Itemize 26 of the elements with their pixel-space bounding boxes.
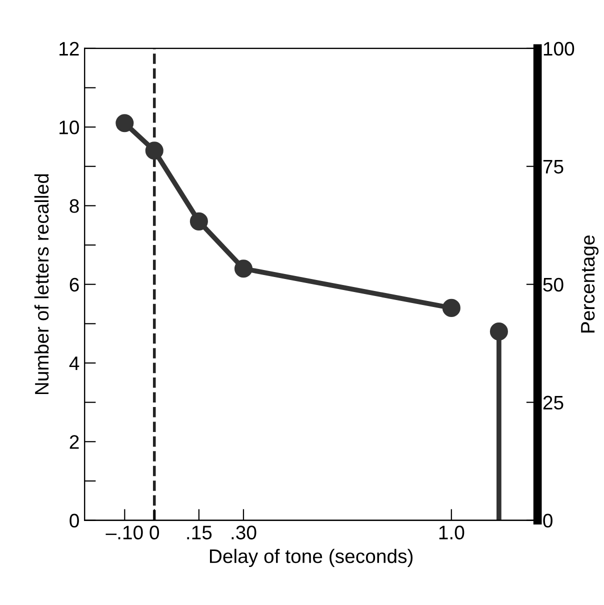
y2-tick-label: 0	[543, 514, 552, 528]
x-tick-label: .15	[187, 526, 212, 540]
point	[145, 142, 164, 160]
y-tick-label: 10	[60, 120, 79, 134]
point	[490, 322, 508, 341]
point	[234, 260, 253, 278]
y-tick-label: 4	[69, 356, 80, 370]
point	[190, 212, 208, 230]
point	[442, 298, 460, 317]
y-axis-title: Number of letters recalled	[34, 174, 49, 394]
y-tick-label: 12	[60, 42, 79, 56]
y2-tick-label: 100	[544, 42, 574, 56]
point	[116, 114, 134, 132]
y-tick-label: 8	[70, 199, 79, 213]
y-tick-label: 2	[70, 435, 79, 449]
y-tick-label: 0	[70, 514, 79, 528]
y2-axis-title: Percentage	[581, 235, 599, 332]
x-tick-label: 1.0	[439, 526, 464, 540]
x-tick-label: 0	[150, 526, 160, 540]
y2-tick-label: 25	[543, 396, 564, 410]
y2-tick-label: 75	[543, 160, 564, 174]
x-axis-title: Delay of tone (seconds)	[210, 548, 413, 567]
y2-tick-label: 50	[543, 278, 564, 292]
x-tick-label: .30	[232, 526, 256, 540]
y-tick-label: 6	[70, 278, 79, 292]
x-tick-label: –.10	[106, 526, 143, 540]
